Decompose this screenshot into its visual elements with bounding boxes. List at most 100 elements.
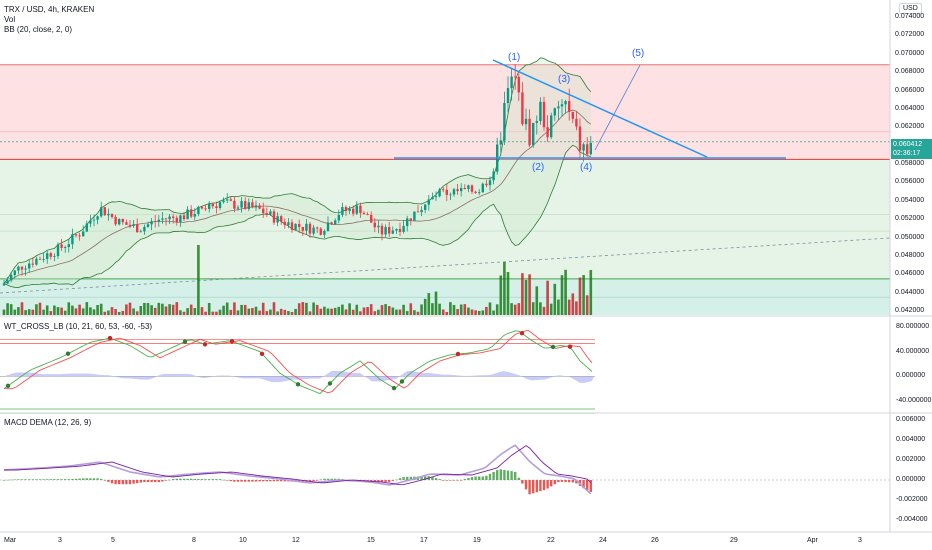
candle-body <box>161 218 164 220</box>
macd-histogram-bar <box>121 480 124 485</box>
candle-body <box>438 189 441 197</box>
macd-histogram-bar <box>388 480 391 482</box>
candle-body <box>110 213 114 217</box>
price-tick-label: 0.046000 <box>895 270 925 278</box>
wave-label-5: (5) <box>632 48 645 59</box>
volume-bar <box>49 311 53 315</box>
candle-body <box>517 76 520 93</box>
volume-bar <box>13 309 17 315</box>
wt-cross-panel <box>0 329 595 414</box>
wt-cross-dot <box>107 335 113 341</box>
volume-bar <box>582 275 585 315</box>
volume-bar <box>564 269 567 315</box>
volume-bar <box>103 311 107 315</box>
bb-legend[interactable]: BB (20, close, 2, 0) <box>4 25 73 34</box>
volume-bar <box>215 311 218 315</box>
macd-histogram-bar <box>571 480 574 483</box>
macd-histogram-bar <box>13 479 16 481</box>
candle-body <box>442 189 445 191</box>
candle-body <box>344 207 348 212</box>
macd-histogram-bar <box>557 480 560 483</box>
volume-bar <box>470 309 474 315</box>
macd-histogram-bar <box>564 480 567 483</box>
macd-histogram-bar <box>366 480 369 481</box>
volume-bar <box>290 311 294 315</box>
volume-bar <box>531 302 535 315</box>
wave-label-3: (3) <box>558 74 571 85</box>
candle-body <box>470 185 474 192</box>
wt-legend[interactable]: WT_CROSS_LB (10, 21, 60, 53, -60, -53) <box>4 322 153 331</box>
macd-histogram-bar <box>478 476 481 480</box>
macd-histogram-bar <box>179 478 182 480</box>
volume-bar <box>243 304 247 315</box>
macd-histogram-bar <box>402 476 405 480</box>
macd-histogram-bar <box>280 480 283 482</box>
candle-body <box>168 216 171 220</box>
macd-histogram-bar <box>528 480 531 495</box>
volume-bar <box>258 310 261 315</box>
pane-separators <box>0 0 932 533</box>
currency-button[interactable]: USD <box>899 3 922 14</box>
volume-bar <box>218 309 222 315</box>
volume-bar <box>78 304 81 315</box>
macd-legend[interactable]: MACD DEMA (12, 26, 9) <box>4 418 92 427</box>
volume-bar <box>193 308 197 315</box>
volume-bar <box>301 302 305 315</box>
volume-bar <box>438 303 441 315</box>
time-tick-label: 24 <box>599 537 607 544</box>
macd-histogram-bar <box>438 479 441 480</box>
candle-body <box>82 231 85 237</box>
volume-bar <box>553 283 557 315</box>
volume-bar <box>114 309 117 315</box>
candle-body <box>492 171 495 181</box>
volume-bar <box>146 303 150 315</box>
candle-body <box>71 234 74 245</box>
volume-bar <box>56 307 60 315</box>
volume-bar <box>510 303 513 315</box>
macd-histogram-bar <box>128 480 132 485</box>
macd-panel <box>0 444 890 495</box>
volume-bar <box>161 303 164 315</box>
macd-histogram-bar <box>110 480 114 484</box>
volume-bar <box>308 311 312 315</box>
wt-cross-dot <box>327 381 333 386</box>
macd-histogram-bar <box>215 479 218 480</box>
macd-histogram-bar <box>24 479 27 480</box>
macd-histogram-bar <box>568 480 571 483</box>
macd-histogram-bar <box>17 479 20 480</box>
candle-body <box>89 220 92 224</box>
volume-bar <box>513 304 517 315</box>
volume-bar <box>225 302 229 315</box>
macd-histogram-bar <box>175 478 178 480</box>
macd-histogram-bar <box>136 480 139 484</box>
bb-lower <box>3 144 591 288</box>
macd-histogram-bar <box>125 480 128 485</box>
candle-body <box>409 218 412 221</box>
volume-bar <box>305 302 308 315</box>
volume-bar <box>366 307 369 315</box>
volume-bar <box>121 310 125 315</box>
wt-cross-dot <box>295 382 301 387</box>
volume-bar <box>348 303 351 315</box>
wave-label-4: (4) <box>580 162 593 173</box>
volume-legend[interactable]: Vol <box>4 15 16 24</box>
volume-bar <box>31 309 35 315</box>
volume-bar <box>222 305 225 315</box>
candle-body <box>366 214 369 216</box>
bb-fill <box>4 57 591 288</box>
volume-bar <box>294 308 297 315</box>
symbol-legend[interactable]: TRX / USD, 4h, KRAKEN <box>4 5 95 14</box>
macd-histogram-bar <box>20 479 24 480</box>
macd-histogram-bar <box>236 480 240 482</box>
candle-body <box>64 247 67 248</box>
volume-bar <box>467 307 470 315</box>
candle-body <box>150 221 153 225</box>
macd-line <box>3 444 592 495</box>
macd-histogram-bar <box>204 479 207 480</box>
macd-histogram-bar <box>449 480 452 481</box>
volume-bar <box>164 306 168 315</box>
candle-body <box>550 115 553 138</box>
candle-body <box>17 266 20 271</box>
volume-bar <box>254 306 258 315</box>
